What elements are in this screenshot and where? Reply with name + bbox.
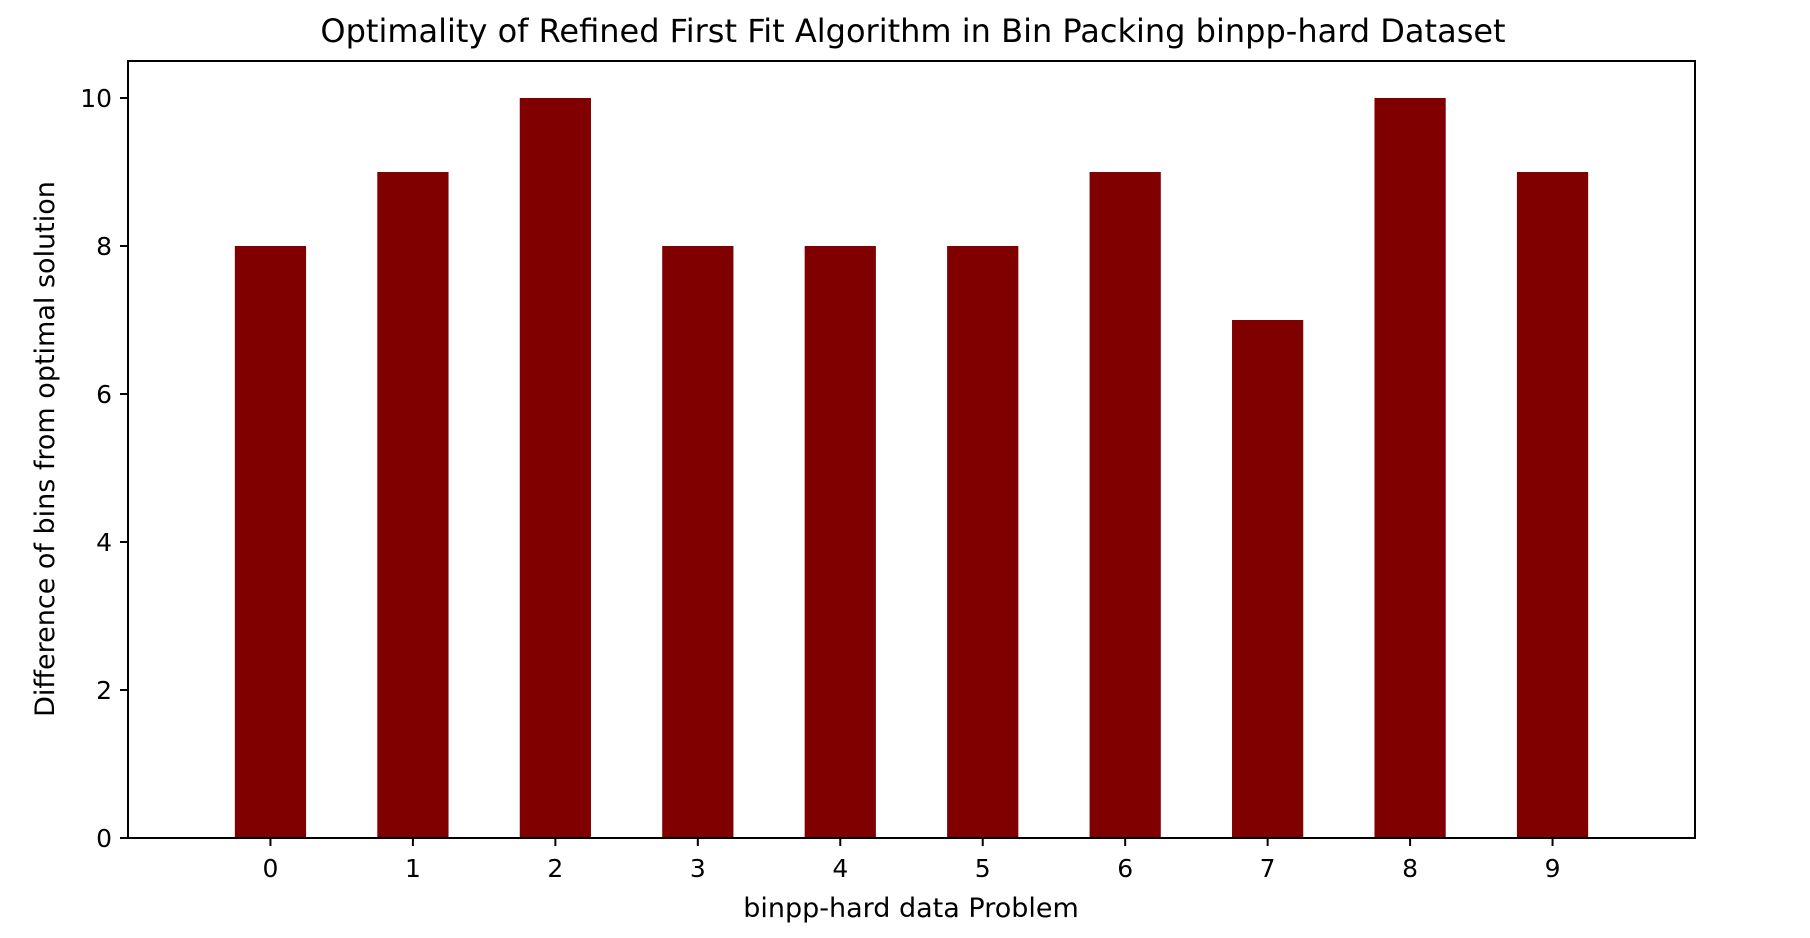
x-tick-label: 4 <box>832 854 848 883</box>
y-tick-label: 0 <box>96 824 112 853</box>
x-tick-label: 6 <box>1117 854 1133 883</box>
x-tick-label: 7 <box>1260 854 1276 883</box>
bar-1 <box>377 172 449 838</box>
x-tick-label: 1 <box>405 854 421 883</box>
bar-5 <box>947 246 1019 838</box>
chart-title: Optimality of Refined First Fit Algorith… <box>320 12 1505 50</box>
ticks-layer: 0 1 2 3 4 5 6 7 8 9 0 2 4 6 8 10 <box>80 84 1560 883</box>
x-tick-label: 5 <box>975 854 991 883</box>
y-tick-label: 8 <box>96 232 112 261</box>
x-tick-label: 8 <box>1402 854 1418 883</box>
y-tick-label: 10 <box>80 84 112 113</box>
y-axis-label: Difference of bins from optimal solution <box>30 181 61 717</box>
bar-0 <box>234 246 307 838</box>
x-axis-label: binpp-hard data Problem <box>743 893 1079 924</box>
bars-layer <box>234 98 1589 838</box>
bar-4 <box>804 246 876 838</box>
bar-6 <box>1089 172 1161 838</box>
plot-frame <box>127 60 1696 839</box>
y-tick-label: 4 <box>96 528 112 557</box>
bar-3 <box>662 246 734 838</box>
x-tick-label: 0 <box>263 854 279 883</box>
bar-8 <box>1374 98 1446 838</box>
x-tick-label: 2 <box>547 854 563 883</box>
x-tick-label: 9 <box>1545 854 1561 883</box>
bar-2 <box>519 98 591 838</box>
bar-9 <box>1516 172 1589 838</box>
x-tick-label: 3 <box>690 854 706 883</box>
y-tick-label: 6 <box>96 380 112 409</box>
bar-7 <box>1232 320 1304 838</box>
y-tick-label: 2 <box>96 676 112 705</box>
